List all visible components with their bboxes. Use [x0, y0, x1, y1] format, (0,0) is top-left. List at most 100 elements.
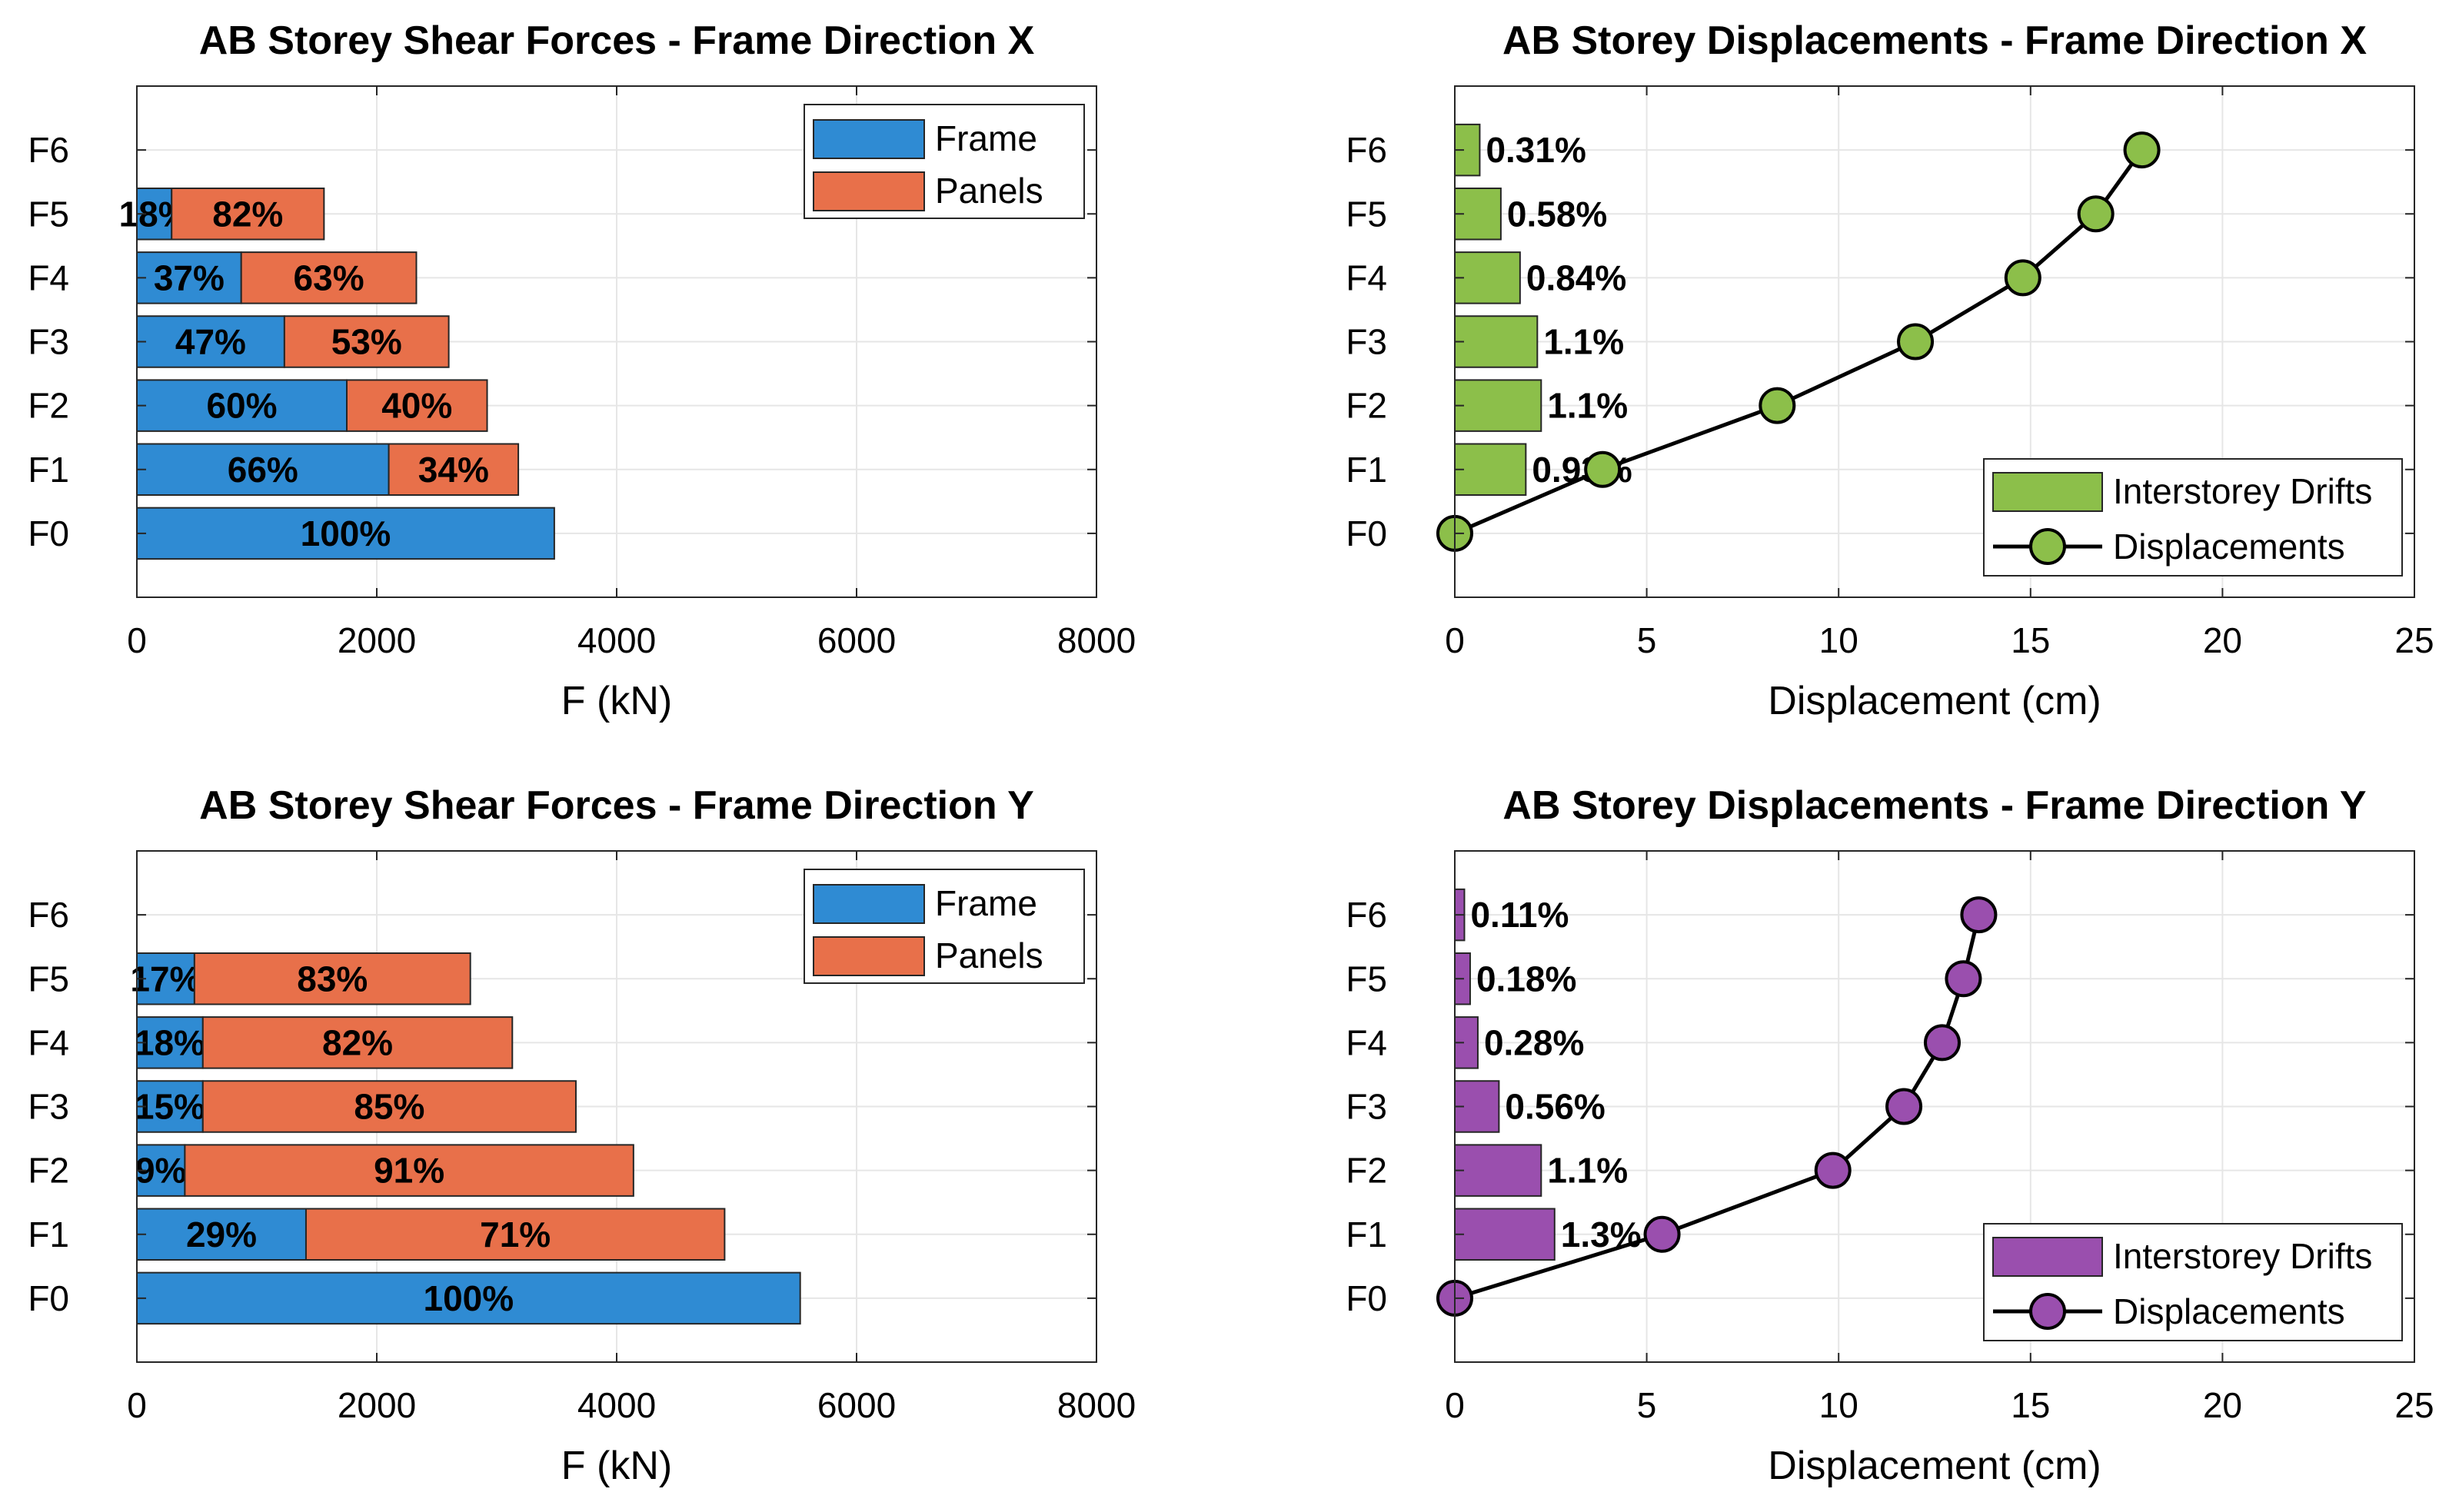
disp-x-legend-label-drifts: Interstorey Drifts	[2113, 471, 2372, 511]
shear-y-xtick-1: 2000	[338, 1385, 416, 1425]
shear-x-label-panels-F2: 40%	[381, 386, 452, 426]
disp-x-displacement-point-F6	[2123, 131, 2161, 169]
shear-x-label-panels-F3: 53%	[331, 322, 402, 362]
disp-y-xtick-5: 25	[2394, 1385, 2434, 1425]
displacement-x-chart: AB Storey Displacements - Frame Directio…	[1346, 18, 2434, 723]
shear-y-label-panels-F4: 82%	[322, 1022, 393, 1062]
shear-x-ytick-F2: F2	[28, 386, 69, 426]
shear-y-label-panels-F3: 85%	[354, 1087, 424, 1127]
disp-x-ytick-F0: F0	[1346, 513, 1387, 553]
shear-y-bar-panels-F2	[184, 1144, 634, 1197]
shear-x-bar-panels-F2	[346, 379, 488, 432]
shear-x-label-panels-F4: 63%	[294, 258, 364, 297]
disp-y-displacement-point-F3	[1885, 1088, 1923, 1125]
shear-x-title: AB Storey Shear Forces - Frame Direction…	[199, 18, 1035, 63]
disp-x-legend-marker	[2029, 528, 2066, 565]
disp-y-legend-swatch-drifts	[1992, 1237, 2103, 1277]
disp-x-xtick-5: 25	[2394, 620, 2434, 660]
disp-y-drift-label-F3: 0.56%	[1505, 1087, 1605, 1127]
shear-x-ytick-F4: F4	[28, 258, 69, 297]
disp-x-xlabel: Displacement (cm)	[1768, 679, 2101, 723]
shear-y-xtick-3: 6000	[817, 1385, 896, 1425]
disp-x-displacement-point-F2	[1759, 387, 1796, 424]
disp-y-legend-label-drifts: Interstorey Drifts	[2113, 1236, 2372, 1276]
shear-y-label-frame-F4: 18%	[135, 1022, 205, 1062]
shear-y-legend-swatch-frame	[813, 884, 925, 924]
shear-y-bar-panels-F4	[201, 1016, 514, 1069]
shear-x-bar-panels-F4	[240, 251, 418, 304]
shear-y-bar-frame-F1	[136, 1208, 307, 1261]
shear-y-ytick-F0: F0	[28, 1278, 69, 1318]
shear-x-bar-frame-F3	[136, 315, 285, 368]
disp-x-ytick-F6: F6	[1346, 130, 1387, 170]
disp-x-title: AB Storey Displacements - Frame Directio…	[1502, 18, 2367, 63]
shear-x-chart: AB Storey Shear Forces - Frame Direction…	[28, 18, 1136, 723]
shear-x-label-frame-F2: 60%	[206, 386, 277, 426]
disp-y-ytick-F6: F6	[1346, 895, 1387, 935]
disp-x-displacement-point-F1	[1584, 450, 1622, 488]
shear-x-ytick-F6: F6	[28, 130, 69, 170]
disp-x-drift-label-F6: 0.31%	[1486, 130, 1586, 170]
shear-x-legend-label-panels: Panels	[935, 171, 1043, 211]
disp-y-displacement-point-F2	[1814, 1151, 1852, 1189]
disp-y-drift-label-F6: 0.11%	[1470, 895, 1569, 935]
disp-x-drift-bar-F1	[1454, 443, 1527, 496]
shear-y-legend-label-frame: Frame	[935, 883, 1037, 923]
shear-x-xtick-0: 0	[127, 620, 147, 660]
shear-y-label-frame-F1: 29%	[186, 1215, 257, 1254]
shear-y-chart: AB Storey Shear Forces - Frame Direction…	[28, 783, 1136, 1488]
shear-x-bar-panels-F3	[283, 315, 450, 368]
shear-x-label-frame-F3: 47%	[175, 322, 246, 362]
disp-x-drift-label-F5: 0.58%	[1507, 194, 1607, 234]
shear-x-legend-swatch-frame	[813, 119, 925, 159]
disp-y-legend-label-displacements: Displacements	[2113, 1291, 2345, 1331]
shear-x-xlabel: F (kN)	[561, 679, 672, 723]
shear-y-bar-frame-F0	[136, 1271, 801, 1325]
shear-x-legend-swatch-panels	[813, 171, 925, 211]
disp-x-xtick-0: 0	[1445, 620, 1465, 660]
disp-x-legend-swatch-drifts	[1992, 472, 2103, 512]
shear-x-ytick-F5: F5	[28, 194, 69, 234]
disp-y-displacement-point-F4	[1923, 1024, 1961, 1062]
disp-y-displacement-point-F1	[1643, 1215, 1681, 1253]
disp-y-drift-label-F5: 0.18%	[1476, 959, 1576, 999]
shear-x-label-panels-F1: 34%	[418, 450, 489, 490]
shear-x-ytick-F1: F1	[28, 450, 69, 490]
disp-x-xtick-1: 5	[1637, 620, 1657, 660]
disp-y-ytick-F1: F1	[1346, 1215, 1387, 1254]
shear-x-bar-frame-F2	[136, 379, 348, 432]
shear-y-label-panels-F2: 91%	[374, 1151, 444, 1191]
disp-x-xtick-3: 15	[2011, 620, 2050, 660]
disp-y-ytick-F5: F5	[1346, 959, 1387, 999]
disp-x-legend-label-displacements: Displacements	[2113, 527, 2345, 567]
shear-x-label-frame-F4: 37%	[154, 258, 225, 297]
shear-y-label-frame-F3: 15%	[135, 1087, 205, 1127]
shear-x-legend-label-frame: Frame	[935, 118, 1037, 158]
shear-y-bar-panels-F5	[193, 952, 471, 1005]
disp-y-drift-bar-F2	[1454, 1144, 1542, 1197]
disp-x-xtick-2: 10	[1819, 620, 1858, 660]
shear-y-bar-panels-F3	[201, 1080, 577, 1133]
shear-x-xtick-3: 6000	[817, 620, 896, 660]
shear-x-bar-panels-F5	[171, 188, 325, 241]
disp-y-legend-marker	[2029, 1293, 2066, 1330]
shear-x-bar-frame-F1	[136, 443, 390, 496]
disp-y-xtick-3: 15	[2011, 1385, 2050, 1425]
shear-y-ytick-F5: F5	[28, 959, 69, 999]
disp-y-drift-label-F1: 1.3%	[1561, 1215, 1642, 1254]
shear-x-xtick-4: 8000	[1057, 620, 1136, 660]
shear-y-xlabel: F (kN)	[561, 1444, 672, 1488]
disp-y-displacement-point-F5	[1945, 960, 1982, 998]
disp-x-ytick-F5: F5	[1346, 194, 1387, 234]
shear-x-ytick-F3: F3	[28, 322, 69, 362]
disp-x-drift-bar-F2	[1454, 379, 1542, 432]
shear-y-bar-panels-F1	[304, 1208, 726, 1261]
shear-y-xtick-0: 0	[127, 1385, 147, 1425]
disp-y-ytick-F2: F2	[1346, 1151, 1387, 1191]
displacement-y-chart: AB Storey Displacements - Frame Directio…	[1346, 783, 2434, 1488]
disp-y-xtick-4: 20	[2203, 1385, 2242, 1425]
shear-y-label-frame-F0: 100%	[424, 1278, 514, 1318]
disp-x-displacement-point-F3	[1897, 323, 1935, 361]
disp-y-drift-bar-F1	[1454, 1208, 1556, 1261]
